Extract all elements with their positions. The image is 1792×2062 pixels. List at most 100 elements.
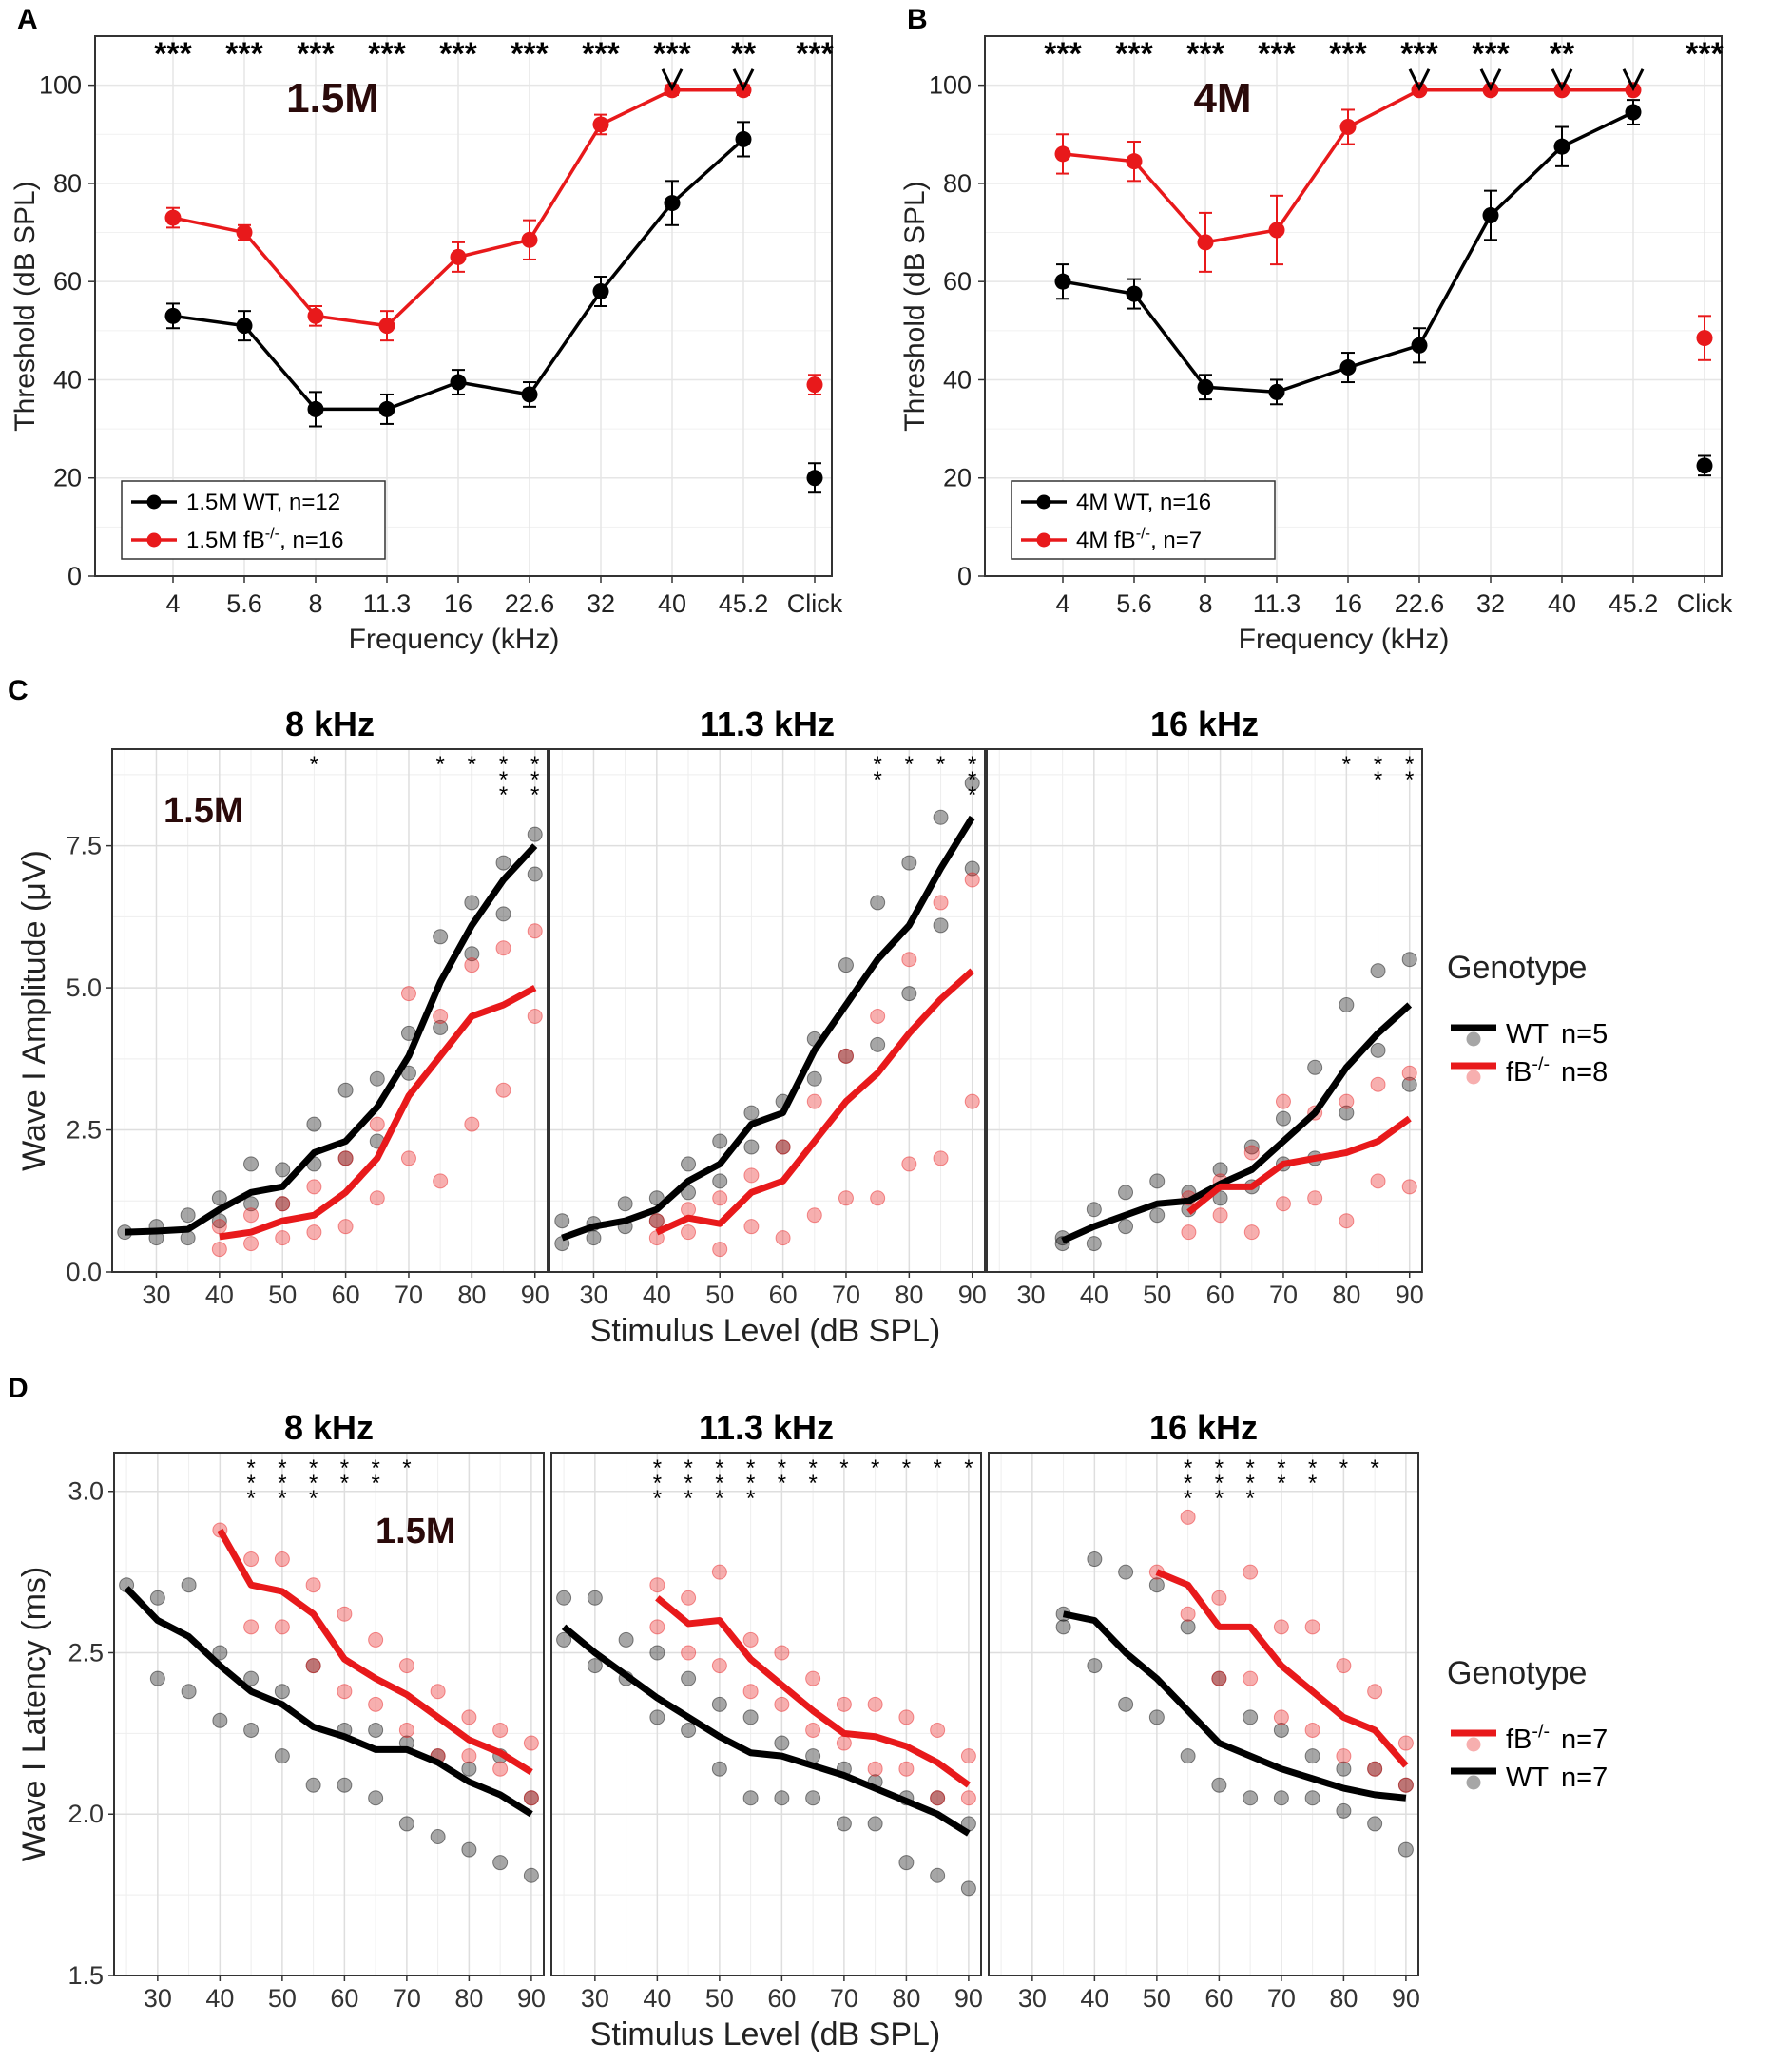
- significance-stars: ***: [1258, 36, 1296, 72]
- significance-star: *: [653, 1486, 662, 1512]
- x-tick-label: 40: [1080, 1281, 1108, 1309]
- legend-label: WT: [1506, 1763, 1549, 1793]
- wt-point: [964, 860, 980, 877]
- wt-point: [805, 1790, 821, 1806]
- legend-marker: [1466, 1737, 1481, 1752]
- significance-star: *: [1374, 767, 1382, 793]
- wt-point: [181, 1684, 197, 1700]
- ko-point: [306, 1179, 322, 1195]
- ko-mean-line: [1155, 1569, 1409, 1768]
- wt-point: [337, 1150, 354, 1166]
- ko-point: [433, 1008, 449, 1024]
- data-point: [1696, 330, 1713, 347]
- ko-point: [1336, 1748, 1352, 1764]
- legend-label: WT: [1506, 1019, 1549, 1050]
- wt-point: [1370, 963, 1386, 979]
- ko-mean-line: [655, 1595, 971, 1788]
- significance-star: *: [435, 752, 444, 778]
- wt-point: [275, 1196, 291, 1212]
- x-tick-label: 11.3: [1253, 589, 1301, 618]
- data-point: [1553, 138, 1570, 155]
- ko-point: [681, 1224, 697, 1241]
- data-point: [1054, 273, 1071, 290]
- data-point: [307, 307, 324, 324]
- wt-point: [742, 1709, 759, 1725]
- ko-point: [1370, 1173, 1386, 1189]
- ceiling-marker: [661, 68, 684, 92]
- significance-star: *: [684, 1471, 692, 1496]
- ko-point: [870, 1190, 886, 1206]
- significance-star: *: [715, 1486, 723, 1512]
- significance-stars: ***: [653, 36, 691, 72]
- ko-point: [243, 1619, 260, 1635]
- significance-star: *: [905, 752, 914, 778]
- ko-point: [1211, 1590, 1227, 1606]
- ko-point: [306, 1224, 322, 1241]
- y-tick-label: 40: [53, 365, 82, 394]
- x-tick-label: 50: [1143, 1281, 1171, 1309]
- wt-point: [1397, 1841, 1414, 1858]
- wt-mean-line: [561, 1624, 971, 1837]
- facet-frame: [550, 1452, 982, 1976]
- significance-star: *: [746, 1486, 755, 1512]
- significance-star: *: [530, 782, 539, 808]
- y-tick-label: 60: [53, 267, 82, 296]
- data-point: [1197, 234, 1214, 251]
- ko-point: [805, 1670, 821, 1686]
- significance-star: *: [278, 1471, 286, 1496]
- x-tick-label: 32: [1476, 589, 1505, 618]
- significance-stars: ***: [368, 36, 406, 72]
- ko-point: [930, 1722, 946, 1738]
- wt-point: [930, 1867, 946, 1883]
- ko-point: [337, 1684, 353, 1700]
- ko-point: [243, 1207, 260, 1224]
- significance-star: *: [873, 752, 881, 778]
- significance-star: *: [871, 1455, 879, 1481]
- wt-point: [1243, 1790, 1259, 1806]
- legend-marker: [146, 532, 162, 548]
- x-axis-title: Stimulus Level (dB SPL): [590, 2016, 941, 2052]
- wt-point: [964, 775, 980, 791]
- data-point: [806, 376, 823, 394]
- wt-point: [742, 1790, 759, 1806]
- wt-point: [836, 1816, 852, 1832]
- significance-stars: ***: [439, 36, 477, 72]
- ko-point: [711, 1564, 727, 1580]
- ceiling-marker: [1622, 68, 1645, 92]
- significance-star: *: [902, 1455, 911, 1481]
- ko-point: [742, 1684, 759, 1700]
- data-point: [664, 195, 681, 212]
- ko-point: [933, 1150, 949, 1166]
- significance-star: *: [309, 1455, 318, 1481]
- significance-stars: ***: [796, 36, 834, 72]
- data-point: [1339, 119, 1357, 136]
- ko-point: [681, 1590, 697, 1606]
- wt-mean-line: [125, 843, 538, 1236]
- wt-point: [149, 1670, 165, 1686]
- significance-star: *: [309, 1486, 318, 1512]
- wt-point: [1149, 1207, 1166, 1224]
- significance-star: *: [1215, 1471, 1224, 1496]
- significance-star: *: [968, 752, 976, 778]
- significance-star: *: [1245, 1455, 1254, 1481]
- x-tick-label: 80: [892, 1984, 920, 2013]
- x-tick-label: 60: [332, 1281, 360, 1309]
- wt-point: [274, 1684, 290, 1700]
- data-point: [378, 318, 395, 335]
- wt-mean-line: [124, 1586, 533, 1818]
- legend-marker: [146, 494, 162, 510]
- ko-point: [369, 1116, 385, 1132]
- wt-point: [433, 1019, 449, 1035]
- wt-point: [1304, 1748, 1320, 1764]
- ko-point: [243, 1551, 260, 1568]
- wt-point: [461, 1841, 477, 1858]
- ko-point: [492, 1722, 509, 1738]
- significance-star: *: [653, 1471, 662, 1496]
- ko-point: [464, 957, 480, 973]
- x-tick-label: 70: [393, 1984, 421, 2013]
- legend-marker: [1036, 494, 1051, 510]
- wt-point: [743, 1139, 760, 1155]
- inset-label: 1.5M: [164, 791, 243, 831]
- ko-point: [368, 1631, 384, 1648]
